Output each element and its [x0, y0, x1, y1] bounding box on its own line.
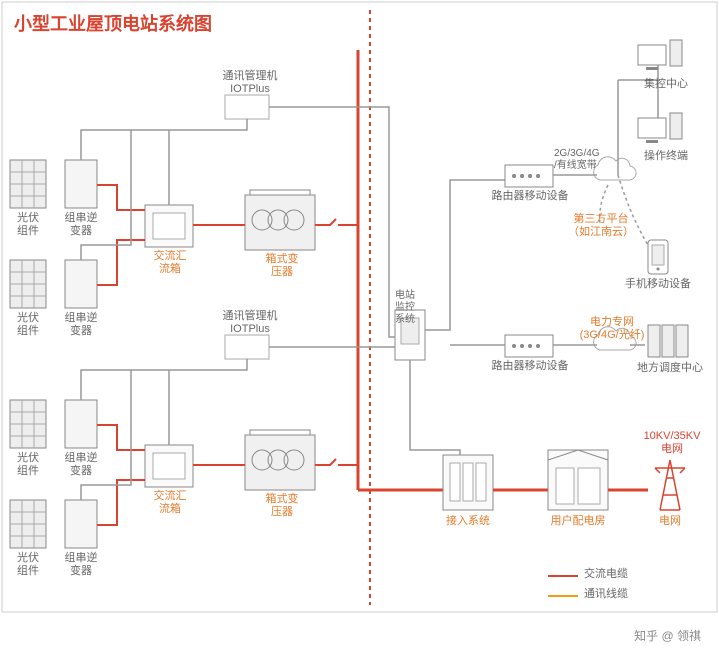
label-powernet: 电力专网(3G/4G/光纤)	[570, 316, 654, 342]
label-combiner: 交流汇流箱	[146, 490, 194, 516]
label-dispatch: 地方调度中心	[632, 362, 708, 375]
label-control-center: 集控中心	[636, 78, 696, 91]
label-pv: 光伏组件	[12, 452, 44, 478]
legend-ac-text: 交流电缆	[584, 568, 628, 581]
transformer-icon	[245, 190, 315, 250]
label-router: 路由器移动设备	[490, 360, 570, 373]
pv-module-icon	[10, 500, 46, 548]
label-network: 2G/3G/4G/有线宽带	[554, 148, 624, 172]
label-distribution: 用户配电房	[546, 515, 610, 528]
servers-icon	[648, 325, 688, 357]
legend-ac-line	[548, 575, 578, 577]
combiner-box-icon	[145, 205, 193, 247]
pv-module-icon	[10, 400, 46, 448]
iot-device-icon	[225, 95, 269, 119]
label-inverter: 组串逆变器	[60, 312, 102, 338]
access-system-icon	[443, 455, 493, 510]
label-transformer: 箱式变压器	[258, 493, 306, 519]
distribution-room-icon	[548, 450, 608, 510]
label-combiner: 交流汇流箱	[146, 250, 194, 276]
pv-module-icon	[10, 260, 46, 308]
iot-device-icon	[225, 335, 269, 359]
label-pv: 光伏组件	[12, 312, 44, 338]
label-inverter: 组串逆变器	[60, 552, 102, 578]
combiner-box-icon	[145, 445, 193, 487]
label-pv: 光伏组件	[12, 212, 44, 238]
label-mobile: 手机移动设备	[618, 278, 698, 291]
label-grid: 电网	[652, 515, 688, 528]
label-access: 接入系统	[440, 515, 496, 528]
label-inverter: 组串逆变器	[60, 452, 102, 478]
mobile-icon	[648, 240, 668, 274]
label-monitor: 电站监控系统	[395, 290, 429, 326]
inverter-icon	[65, 400, 97, 448]
label-terminal: 操作终端	[636, 150, 696, 163]
label-transformer: 箱式变压器	[258, 253, 306, 279]
inverter-icon	[65, 160, 97, 208]
watermark: 知乎 @ 领祺	[634, 627, 701, 644]
pc-icon	[638, 40, 682, 70]
diagram-title: 小型工业屋顶电站系统图	[14, 10, 212, 36]
label-grid-voltage: 10KV/35KV电网	[636, 430, 708, 456]
inverter-icon	[65, 500, 97, 548]
pc-icon	[638, 113, 682, 143]
label-inverter: 组串逆变器	[60, 212, 102, 238]
pv-module-icon	[10, 160, 46, 208]
label-iot: 通讯管理机IOTPlus	[210, 310, 290, 336]
power-tower-icon	[655, 460, 685, 510]
label-thirdparty: 第三方平台（如江南云）	[556, 213, 646, 239]
label-router: 路由器移动设备	[490, 190, 570, 203]
label-pv: 光伏组件	[12, 552, 44, 578]
legend-comm-text: 通讯线缆	[584, 588, 628, 601]
label-iot: 通讯管理机IOTPlus	[210, 70, 290, 96]
legend-comm-line	[548, 595, 578, 597]
inverter-icon	[65, 260, 97, 308]
transformer-icon	[245, 430, 315, 490]
